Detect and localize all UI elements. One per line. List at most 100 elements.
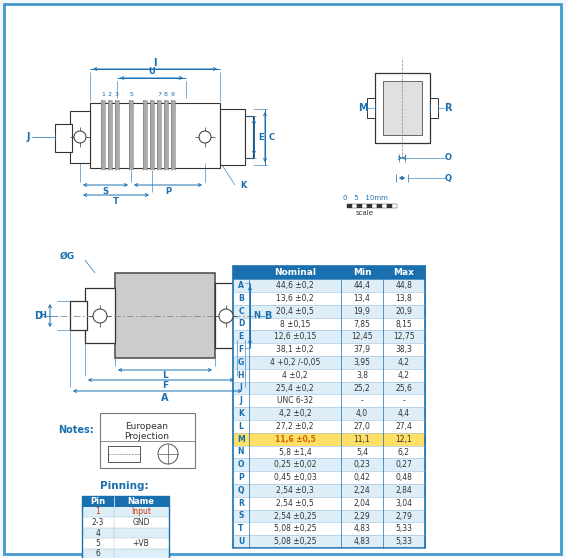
Text: C: C xyxy=(238,307,244,316)
Bar xyxy=(245,116,253,158)
Text: 25,4 ±0,2: 25,4 ±0,2 xyxy=(276,383,314,392)
Text: 5,08 ±0,25: 5,08 ±0,25 xyxy=(274,525,316,533)
Text: 12,75: 12,75 xyxy=(393,333,415,341)
Bar xyxy=(233,497,425,509)
Bar xyxy=(233,509,425,522)
Text: 3: 3 xyxy=(115,92,119,97)
Text: +VB: +VB xyxy=(132,539,149,548)
Text: 25,2: 25,2 xyxy=(354,383,370,392)
Bar xyxy=(82,549,169,558)
Text: 20,9: 20,9 xyxy=(396,307,413,316)
Text: 2-3: 2-3 xyxy=(92,518,104,527)
Bar xyxy=(367,204,372,208)
Text: 0,23: 0,23 xyxy=(354,460,370,469)
Circle shape xyxy=(74,131,86,143)
Text: A: A xyxy=(238,281,244,290)
Text: 6: 6 xyxy=(96,550,100,558)
Text: 2,54 ±0,5: 2,54 ±0,5 xyxy=(276,499,314,508)
Text: 27,0: 27,0 xyxy=(354,422,370,431)
Bar xyxy=(367,98,375,118)
Text: 20,4 ±0,5: 20,4 ±0,5 xyxy=(276,307,314,316)
Text: S: S xyxy=(238,512,244,521)
Text: H: H xyxy=(40,311,46,320)
Text: M: M xyxy=(358,103,368,113)
Bar xyxy=(82,496,169,558)
Text: 5,4: 5,4 xyxy=(356,448,368,456)
Bar xyxy=(233,266,425,548)
Text: 6,2: 6,2 xyxy=(398,448,410,456)
Text: 0,42: 0,42 xyxy=(354,473,370,482)
Text: 2,79: 2,79 xyxy=(396,512,413,521)
Text: 38,3: 38,3 xyxy=(396,345,413,354)
Circle shape xyxy=(219,309,233,323)
Bar xyxy=(372,204,377,208)
Text: Notes:: Notes: xyxy=(58,425,94,435)
Text: R: R xyxy=(238,499,244,508)
Text: 4 +0,2 /-0,05: 4 +0,2 /-0,05 xyxy=(270,358,320,367)
Text: 11,1: 11,1 xyxy=(354,435,370,444)
Text: -: - xyxy=(361,396,363,405)
Text: U: U xyxy=(238,537,244,546)
Bar xyxy=(362,204,367,208)
Circle shape xyxy=(93,309,107,323)
Bar xyxy=(82,496,169,507)
Bar xyxy=(377,204,382,208)
Text: 2,54 ±0,25: 2,54 ±0,25 xyxy=(274,512,316,521)
Bar xyxy=(101,100,105,170)
Bar xyxy=(233,446,425,459)
Text: 4,2: 4,2 xyxy=(398,358,410,367)
Text: L: L xyxy=(238,422,243,431)
Text: 0,25 ±0,02: 0,25 ±0,02 xyxy=(274,460,316,469)
Bar xyxy=(55,124,72,152)
Text: D: D xyxy=(34,311,42,321)
Bar xyxy=(220,109,245,165)
Text: 5,08 ±0,25: 5,08 ±0,25 xyxy=(274,537,316,546)
Bar xyxy=(100,413,195,468)
Bar xyxy=(387,204,392,208)
Text: 0,48: 0,48 xyxy=(396,473,413,482)
Bar xyxy=(375,73,430,143)
Text: 19,9: 19,9 xyxy=(354,307,370,316)
Text: 8: 8 xyxy=(164,92,168,97)
FancyBboxPatch shape xyxy=(4,4,561,554)
Text: 37,9: 37,9 xyxy=(354,345,371,354)
Bar xyxy=(430,98,438,118)
Text: 5,33: 5,33 xyxy=(396,537,413,546)
Text: 0,27: 0,27 xyxy=(396,460,413,469)
Text: 38,1 ±0,2: 38,1 ±0,2 xyxy=(276,345,314,354)
Bar xyxy=(233,471,425,484)
Bar xyxy=(357,204,362,208)
Text: 12,6 ±0,15: 12,6 ±0,15 xyxy=(274,333,316,341)
Text: 5,33: 5,33 xyxy=(396,525,413,533)
Bar xyxy=(233,395,425,407)
Bar xyxy=(233,459,425,471)
Text: 2: 2 xyxy=(108,92,112,97)
Text: K: K xyxy=(238,409,244,418)
Text: 1: 1 xyxy=(96,507,100,517)
Bar xyxy=(233,382,425,395)
Text: Q: Q xyxy=(238,486,245,495)
Text: F: F xyxy=(162,382,168,391)
Bar xyxy=(164,100,168,170)
Text: 2,84: 2,84 xyxy=(396,486,413,495)
Text: P: P xyxy=(238,473,244,482)
Text: L: L xyxy=(162,372,168,381)
Bar xyxy=(233,305,425,318)
Text: 5,8 ±1,4: 5,8 ±1,4 xyxy=(278,448,311,456)
Bar xyxy=(233,343,425,356)
Text: 44,8: 44,8 xyxy=(396,281,413,290)
Text: H: H xyxy=(238,371,245,379)
Text: 2,29: 2,29 xyxy=(354,512,370,521)
Bar xyxy=(233,522,425,535)
Bar xyxy=(70,111,90,163)
Bar xyxy=(233,266,425,279)
Text: I: I xyxy=(239,383,242,392)
Text: Pin: Pin xyxy=(91,497,106,506)
Text: 5: 5 xyxy=(129,92,133,97)
Text: 3,04: 3,04 xyxy=(396,499,413,508)
Text: 44,4: 44,4 xyxy=(354,281,371,290)
Text: O: O xyxy=(444,153,452,162)
Text: 2,54 ±0,3: 2,54 ±0,3 xyxy=(276,486,314,495)
Bar xyxy=(233,356,425,369)
Bar xyxy=(157,100,161,170)
